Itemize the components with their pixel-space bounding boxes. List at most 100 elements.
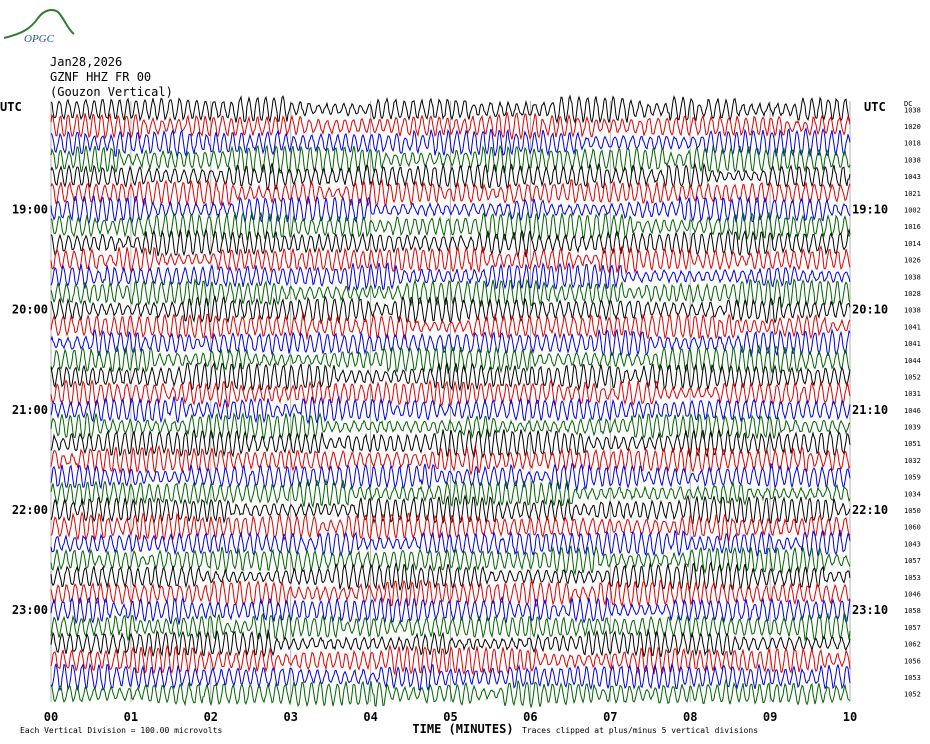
x-tick-label: 08 — [683, 710, 697, 724]
dc-offset-label: 1060 — [904, 524, 921, 532]
logo-text: OPGC — [24, 33, 55, 45]
dc-offset-label: 1028 — [904, 290, 921, 298]
opgc-logo: OPGC — [2, 4, 82, 50]
trace-row — [50, 126, 851, 159]
trace-row — [50, 162, 851, 191]
trace-row — [50, 595, 851, 625]
trace-row — [50, 94, 851, 125]
x-tick-label: 04 — [363, 710, 377, 724]
dc-offset-label: 1043 — [904, 173, 921, 181]
trace-row — [50, 227, 851, 258]
dc-offset-label: 1059 — [904, 474, 921, 482]
utc-label-right: UTC — [864, 100, 886, 114]
left-time-label: 19:00 — [12, 203, 48, 217]
trace-row — [50, 395, 851, 425]
trace-row — [50, 560, 851, 592]
trace-row — [50, 529, 851, 558]
station-code: GZNF HHZ FR 00 — [50, 70, 152, 84]
left-time-label: 21:00 — [12, 403, 48, 417]
trace-row — [50, 428, 851, 459]
left-time-label: 22:00 — [12, 503, 48, 517]
dc-offset-label: 1031 — [904, 390, 921, 398]
trace-row — [50, 511, 851, 542]
dc-offset-label: 1046 — [904, 407, 921, 415]
x-tick-label: 00 — [44, 710, 58, 724]
station-location: (Gouzon Vertical) — [50, 85, 173, 99]
dc-offset-label: 1002 — [904, 207, 921, 215]
trace-row — [50, 678, 851, 709]
footnote-clipping: Traces clipped at plus/minus 5 vertical … — [522, 726, 758, 735]
dc-offset-label: 1014 — [904, 240, 921, 248]
x-tick-label: 06 — [523, 710, 537, 724]
trace-row — [50, 328, 851, 358]
trace-row — [50, 462, 851, 492]
dc-offset-label: 1052 — [904, 373, 921, 381]
x-tick-label: 01 — [124, 710, 138, 724]
dc-offset-label: 1052 — [904, 691, 921, 699]
right-time-label: 23:10 — [852, 603, 888, 617]
trace-row — [50, 644, 851, 676]
dc-offset-label: 1041 — [904, 340, 921, 348]
footnote-scale: Each Vertical Division = 100.00 microvol… — [20, 726, 222, 735]
trace-row — [50, 361, 851, 392]
trace-row — [50, 478, 851, 509]
dc-offset-label: 1057 — [904, 557, 921, 565]
dc-offset-label: 1057 — [904, 624, 921, 632]
trace-row — [50, 578, 851, 609]
dc-offset-label: 1058 — [904, 607, 921, 615]
logo-mountain — [3, 9, 75, 39]
trace-row — [50, 144, 851, 175]
trace-row — [50, 210, 851, 242]
trace-row — [50, 277, 851, 309]
trace-row — [50, 378, 851, 408]
trace-row — [50, 343, 851, 375]
x-tick-label: 03 — [283, 710, 297, 724]
dc-offset-label: 1020 — [904, 123, 921, 131]
trace-row — [50, 310, 851, 341]
trace-row — [50, 411, 851, 442]
right-time-label: 22:10 — [852, 503, 888, 517]
dc-offset-label: 1043 — [904, 540, 921, 548]
x-tick-label: 10 — [843, 710, 857, 724]
right-time-label: 19:10 — [852, 203, 888, 217]
dc-offset-label: 1062 — [904, 641, 921, 649]
dc-offset-label: 1018 — [904, 140, 921, 148]
dc-offset-label: 1038 — [904, 156, 921, 164]
trace-row — [50, 178, 851, 207]
dc-offset-label: 1016 — [904, 223, 921, 231]
dc-offset-label: 1051 — [904, 440, 921, 448]
dc-offset-label: 1053 — [904, 574, 921, 582]
trace-row — [50, 662, 851, 692]
trace-row — [50, 112, 851, 141]
dc-offset-label: 1039 — [904, 424, 921, 432]
dc-offset-label: 1053 — [904, 674, 921, 682]
dc-offset-label: 1021 — [904, 190, 921, 198]
chart-date: Jan28,2026 — [50, 55, 123, 69]
dc-offset-label: 1044 — [904, 357, 921, 365]
x-tick-label: 02 — [204, 710, 218, 724]
x-tick-label: 05 — [443, 710, 457, 724]
dc-offset-label: 1041 — [904, 323, 921, 331]
dc-offset-label: 1034 — [904, 490, 921, 498]
left-time-label: 20:00 — [12, 303, 48, 317]
x-tick-label: 07 — [603, 710, 617, 724]
dc-offset-label: 1056 — [904, 657, 921, 665]
dc-offset-label: 1038 — [904, 106, 921, 114]
dc-offset-label: 1038 — [904, 273, 921, 281]
trace-row — [50, 612, 851, 642]
dc-offset-label: 1046 — [904, 590, 921, 598]
dc-offset-label: 1038 — [904, 307, 921, 315]
dc-offset-label: 1050 — [904, 507, 921, 515]
trace-row — [50, 245, 851, 275]
right-time-label: 21:10 — [852, 403, 888, 417]
left-time-label: 23:00 — [12, 603, 48, 617]
trace-row — [50, 444, 851, 476]
right-time-label: 20:10 — [852, 303, 888, 317]
trace-row — [50, 545, 851, 576]
dc-offset-label: 1026 — [904, 257, 921, 265]
trace-row — [50, 628, 851, 658]
x-tick-label: 09 — [763, 710, 777, 724]
trace-row — [50, 294, 851, 325]
dc-header-label: DC — [904, 100, 912, 108]
